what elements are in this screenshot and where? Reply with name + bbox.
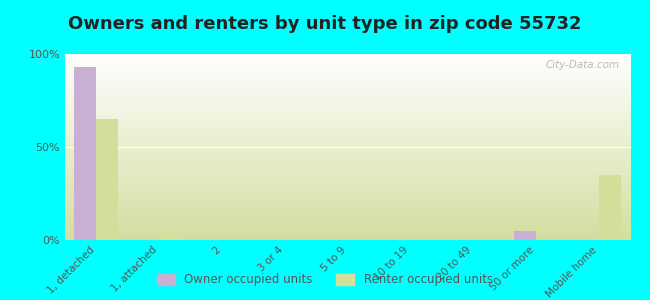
Text: City-Data.com: City-Data.com xyxy=(545,60,619,70)
Bar xyxy=(96,119,118,240)
Bar xyxy=(599,175,621,240)
Bar xyxy=(514,231,536,240)
Bar xyxy=(159,238,181,240)
Text: Owners and renters by unit type in zip code 55732: Owners and renters by unit type in zip c… xyxy=(68,15,582,33)
Bar xyxy=(74,67,96,240)
Legend: Owner occupied units, Renter occupied units: Owner occupied units, Renter occupied un… xyxy=(153,269,497,291)
